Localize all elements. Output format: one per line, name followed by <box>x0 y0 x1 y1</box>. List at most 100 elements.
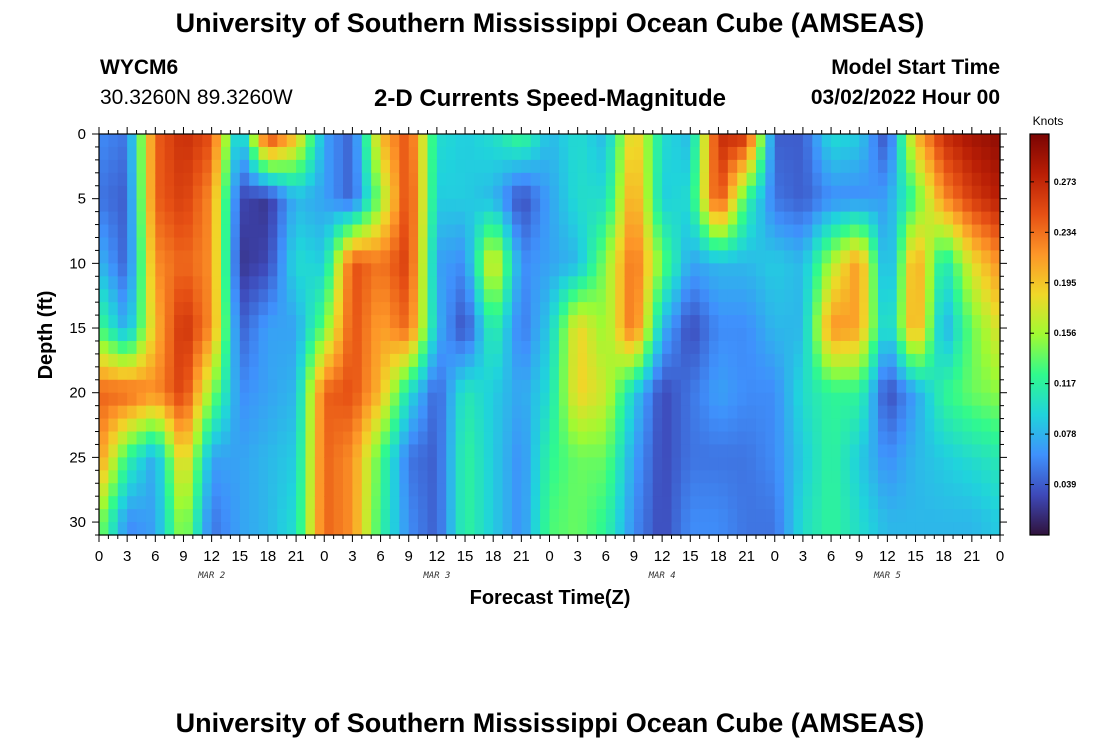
heatmap-cell <box>962 444 973 458</box>
heatmap-cell <box>474 483 485 497</box>
heatmap-cell <box>718 522 729 536</box>
heatmap-cell <box>727 509 738 523</box>
heatmap-cell <box>436 211 447 226</box>
heatmap-cell <box>371 159 382 174</box>
heatmap-cell <box>145 237 156 252</box>
heatmap-cell <box>455 185 466 200</box>
day-label: MAR 2 <box>197 571 225 581</box>
heatmap-cell <box>596 379 607 394</box>
heatmap-cell <box>202 276 213 290</box>
heatmap-cell <box>277 431 288 446</box>
heatmap-cell <box>896 444 907 458</box>
heatmap-cell <box>924 457 935 471</box>
heatmap-cell <box>192 224 203 239</box>
heatmap-cell <box>211 444 222 458</box>
heatmap-cell <box>793 353 804 368</box>
heatmap-cell <box>643 237 654 252</box>
heatmap-cell <box>868 483 879 497</box>
heatmap-cell <box>633 509 644 523</box>
heatmap-cell <box>286 172 297 187</box>
heatmap-cell <box>436 522 447 536</box>
heatmap-cell <box>943 302 954 316</box>
heatmap-cell <box>671 146 682 161</box>
heatmap-cell <box>962 159 973 174</box>
heatmap-cell <box>737 276 748 290</box>
heatmap-cell <box>633 289 644 303</box>
heatmap-cell <box>540 431 551 446</box>
heatmap-cell <box>812 172 823 187</box>
heatmap-cell <box>436 289 447 303</box>
heatmap-cell <box>877 185 888 200</box>
heatmap-cell <box>840 159 851 174</box>
heatmap-cell <box>446 431 457 446</box>
heatmap-cell <box>117 353 128 368</box>
heatmap-cell <box>709 159 720 174</box>
heatmap-cell <box>802 134 813 148</box>
heatmap-cell <box>774 302 785 316</box>
heatmap-cell <box>99 418 109 433</box>
heatmap-cell <box>737 444 748 458</box>
heatmap-cell <box>915 496 926 510</box>
heatmap-cell <box>840 509 851 523</box>
heatmap-cell <box>821 289 832 303</box>
heatmap-cell <box>793 237 804 252</box>
heatmap-cell <box>230 276 241 290</box>
heatmap-cell <box>399 340 410 355</box>
heatmap-cell <box>990 224 1001 239</box>
heatmap-cell <box>934 522 945 536</box>
heatmap-cell <box>549 509 560 523</box>
heatmap-cell <box>127 237 138 252</box>
heatmap-cell <box>802 211 813 226</box>
heatmap-cell <box>690 302 701 316</box>
heatmap-cell <box>333 340 344 355</box>
heatmap-cell <box>849 353 860 368</box>
heatmap-cell <box>568 237 579 252</box>
heatmap-cell <box>399 134 410 148</box>
heatmap-cell <box>343 444 354 458</box>
heatmap-cell <box>221 509 231 523</box>
colorbar: Knots 0.2730.2340.1950.1560.1170.0780.03… <box>1029 114 1076 536</box>
heatmap-cell <box>755 198 766 213</box>
heatmap-cell <box>511 211 522 226</box>
heatmap-cell <box>558 470 569 484</box>
heatmap-cell <box>99 444 109 458</box>
heatmap-cell <box>427 340 438 355</box>
heatmap-cell <box>117 237 128 252</box>
heatmap-cell <box>605 522 616 536</box>
heatmap-cell <box>455 379 466 394</box>
heatmap-cell <box>277 457 288 471</box>
heatmap-cell <box>305 185 316 200</box>
heatmap-cell <box>127 276 138 290</box>
heatmap-cell <box>164 134 175 148</box>
heatmap-cell <box>145 134 156 148</box>
heatmap-cell <box>737 134 748 148</box>
heatmap-cell <box>577 366 588 381</box>
heatmap-cell <box>258 237 269 252</box>
heatmap-cell <box>549 418 560 433</box>
heatmap-cell <box>624 522 635 536</box>
heatmap-cell <box>361 496 372 510</box>
heatmap-cell <box>521 211 532 226</box>
heatmap-cell <box>108 431 119 446</box>
heatmap-cell <box>418 496 429 510</box>
heatmap-cell <box>943 172 954 187</box>
x-tick-label: 18 <box>260 548 277 565</box>
heatmap-cell <box>239 302 250 316</box>
heatmap-cell <box>192 457 203 471</box>
heatmap-cell <box>380 366 391 381</box>
heatmap-cell <box>737 328 748 342</box>
heatmap-cell <box>136 457 147 471</box>
heatmap-cell <box>802 250 813 264</box>
heatmap-cell <box>314 353 325 368</box>
heatmap-cell <box>971 366 982 381</box>
heatmap-cell <box>99 172 109 187</box>
heatmap-cell <box>540 328 551 342</box>
heatmap-cell <box>267 366 278 381</box>
heatmap-cell <box>286 340 297 355</box>
heatmap-cell <box>164 185 175 200</box>
heatmap-cell <box>277 328 288 342</box>
heatmap-cell <box>267 405 278 420</box>
heatmap-cell <box>230 134 241 148</box>
heatmap-cell <box>314 146 325 161</box>
heatmap-cell <box>896 185 907 200</box>
